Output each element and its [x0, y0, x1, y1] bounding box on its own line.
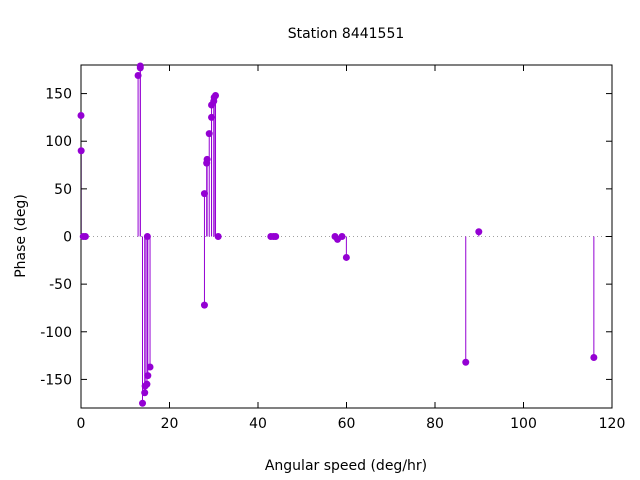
data-point [208, 113, 216, 121]
data-point [81, 233, 89, 240]
data-point [212, 91, 220, 99]
data-point [462, 358, 470, 366]
data-point [77, 111, 85, 119]
data-point [203, 155, 211, 163]
x-tick-label: 20 [161, 416, 179, 432]
y-axis-label: Phase (deg) [13, 194, 29, 278]
y-tick-label: 50 [54, 182, 72, 198]
data-point [214, 233, 222, 240]
y-tick-label: 100 [45, 134, 72, 150]
data-point [77, 147, 85, 155]
data-point [141, 389, 149, 397]
data-point [146, 363, 154, 371]
data-point [342, 253, 350, 261]
y-tick-label: -150 [40, 372, 72, 388]
x-tick-label: 0 [77, 416, 86, 432]
data-point [143, 233, 151, 240]
data-point [200, 190, 208, 198]
x-tick-label: 40 [249, 416, 267, 432]
x-tick-label: 100 [510, 416, 537, 432]
data-point [143, 380, 151, 388]
data-point [205, 130, 213, 138]
tick-layer: 0 20 40 60 80 100 120 -150 -100 -50 0 50 100 150 [40, 65, 625, 432]
y-tick-label: 0 [63, 230, 72, 246]
x-tick-label: 80 [426, 416, 444, 432]
chart-title: Station 8441551 [288, 26, 405, 42]
y-tick-label: -100 [40, 325, 72, 341]
data-point [200, 301, 208, 309]
x-tick-label: 60 [338, 416, 356, 432]
data-point [338, 233, 346, 240]
y-tick-label: -50 [49, 277, 72, 293]
y-tick-label: 150 [45, 87, 72, 103]
x-tick-label: 120 [599, 416, 626, 432]
data-point [272, 233, 280, 240]
x-axis-label: Angular speed (deg/hr) [265, 458, 427, 474]
data-point [134, 71, 142, 79]
data-point [139, 399, 147, 407]
impulse-layer [80, 65, 595, 404]
point-layer [77, 62, 598, 407]
data-point [475, 228, 483, 236]
data-point [136, 62, 144, 70]
data-point [144, 372, 152, 380]
data-point [590, 354, 598, 362]
